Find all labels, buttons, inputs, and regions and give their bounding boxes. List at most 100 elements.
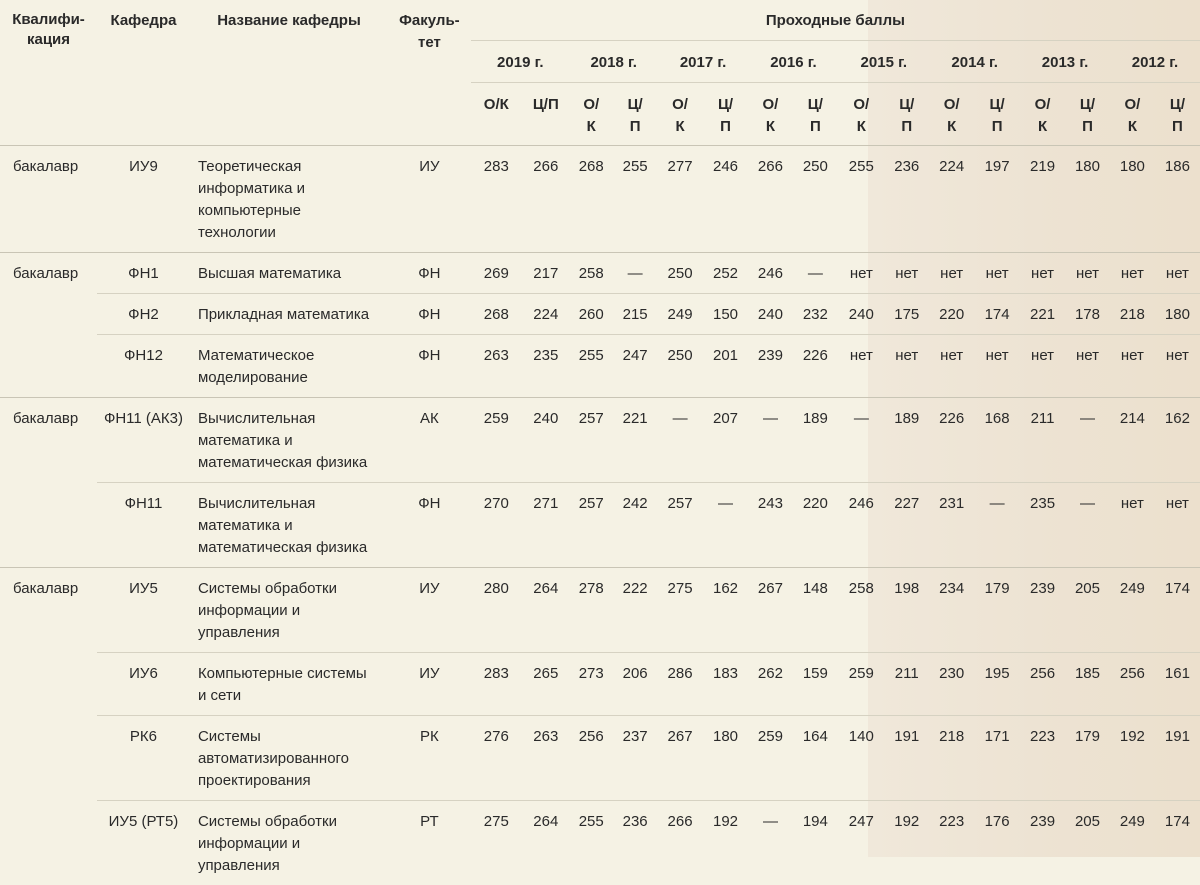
score-cell: 164: [792, 714, 839, 800]
score-cell: 250: [657, 333, 703, 397]
score-cell: нет: [838, 251, 885, 293]
score-cell: 198: [884, 566, 930, 652]
header-sub-ok: О/ К: [929, 82, 975, 146]
table-row: ФН2 Прикладная математика ФН 268 224 260 215 24…: [0, 292, 1200, 334]
score-cell: 252: [702, 251, 749, 293]
score-cell: 218: [1109, 292, 1155, 334]
score-cell: нет: [1154, 481, 1200, 567]
score-cell: 232: [792, 292, 839, 334]
score-cell: 234: [929, 566, 975, 652]
score-cell: 246: [702, 144, 749, 252]
header-year: 2019 г.: [470, 40, 570, 83]
table-row: ИУ6 Компьютерные системы и сети ИУ 283 265 27…: [0, 651, 1200, 715]
score-cell: 148: [792, 566, 839, 652]
header-sub-ok: О/К: [470, 82, 522, 146]
header-faculty-line1: Факуль-: [399, 12, 460, 29]
score-cell: 214: [1109, 396, 1155, 482]
score-cell: 186: [1154, 144, 1200, 252]
score-cell: 276: [470, 714, 522, 800]
score-cell: нет: [884, 333, 930, 397]
qualification-cell: [0, 482, 97, 567]
score-cell: 266: [521, 144, 570, 252]
score-cell: 224: [521, 292, 570, 334]
header-year: 2012 г.: [1109, 40, 1200, 83]
faculty-cell: РК: [388, 714, 471, 800]
score-cell: 263: [470, 333, 522, 397]
score-cell: —: [974, 481, 1021, 567]
score-cell: нет: [974, 251, 1021, 293]
score-cell: 191: [1154, 714, 1200, 800]
score-cell: нет: [929, 251, 975, 293]
score-cell: 255: [838, 144, 885, 252]
score-cell: нет: [1020, 333, 1066, 397]
score-cell: 189: [884, 396, 930, 482]
score-cell: 235: [1020, 481, 1066, 567]
score-cell: 178: [1065, 292, 1110, 334]
score-cell: —: [1065, 481, 1110, 567]
score-cell: 192: [702, 799, 749, 885]
department-name-cell: Теоретическая информатика и компьютерные…: [189, 144, 389, 252]
score-cell: 255: [569, 799, 613, 885]
department-code-cell: ФН1: [97, 251, 190, 293]
header-sub-ok: О/ К: [748, 82, 793, 146]
score-cell: 256: [1020, 651, 1066, 715]
score-cell: 270: [470, 481, 522, 567]
score-cell: 256: [1109, 651, 1155, 715]
score-cell: нет: [838, 333, 885, 397]
department-code-cell: ФН11 (АК3): [97, 396, 190, 482]
score-cell: 264: [521, 799, 570, 885]
score-cell: 283: [470, 144, 522, 252]
department-code-cell: ИУ5: [97, 566, 190, 652]
header-year: 2018 г.: [569, 40, 658, 83]
score-cell: нет: [1154, 251, 1200, 293]
department-name-cell: Компьютерные системы и сети: [189, 651, 389, 715]
faculty-cell: ФН: [388, 292, 471, 334]
score-cell: 255: [569, 333, 613, 397]
score-cell: 280: [470, 566, 522, 652]
score-cell: 230: [929, 651, 975, 715]
score-cell: 150: [702, 292, 749, 334]
score-cell: 220: [792, 481, 839, 567]
faculty-cell: ФН: [388, 251, 471, 293]
score-cell: 219: [1020, 144, 1066, 252]
faculty-cell: ИУ: [388, 566, 471, 652]
score-cell: 249: [1109, 566, 1155, 652]
score-cell: 194: [792, 799, 839, 885]
qualification-cell: [0, 800, 97, 885]
table-row: бакалавр ФН1 Высшая математика ФН 269 217 258—…: [0, 251, 1200, 293]
score-cell: 162: [702, 566, 749, 652]
department-code-cell: ИУ9: [97, 144, 190, 252]
header-year: 2014 г.: [929, 40, 1021, 83]
score-cell: 205: [1065, 799, 1110, 885]
score-cell: 174: [974, 292, 1021, 334]
header-faculty: Факуль- тет: [388, 0, 471, 146]
score-cell: 262: [748, 651, 793, 715]
department-code-cell: ИУ5 (РТ5): [97, 799, 190, 885]
score-cell: нет: [884, 251, 930, 293]
score-cell: 192: [884, 799, 930, 885]
department-name-cell: Вычислительная математика и математическ…: [189, 396, 389, 482]
department-name-cell: Системы обработки информации и управлени…: [189, 566, 389, 652]
score-cell: 257: [657, 481, 703, 567]
header-sub-ok: О/ К: [569, 82, 613, 146]
score-cell: —: [612, 251, 658, 293]
header-qualification: Квалифи- кация: [0, 0, 98, 146]
faculty-cell: ИУ: [388, 144, 471, 252]
score-cell: 217: [521, 251, 570, 293]
score-cell: —: [792, 251, 839, 293]
score-cell: 256: [569, 714, 613, 800]
score-cell: 239: [1020, 566, 1066, 652]
score-cell: 266: [748, 144, 793, 252]
score-cell: 259: [470, 396, 522, 482]
score-cell: 162: [1154, 396, 1200, 482]
score-cell: 211: [1020, 396, 1066, 482]
score-cell: 249: [1109, 799, 1155, 885]
header-sub-cp: Ц/ П: [1065, 82, 1110, 146]
score-cell: 237: [612, 714, 658, 800]
score-cell: 161: [1154, 651, 1200, 715]
header-sub-ok: О/ К: [657, 82, 703, 146]
table-row: бакалавр ИУ9 Теоретическая информатика и к…: [0, 144, 1200, 252]
table-row: ФН12 Математическое моделирование ФН 263 235…: [0, 333, 1200, 397]
department-name-cell: Математическое моделирование: [189, 333, 389, 397]
department-name-cell: Системы обработки информации и управлени…: [189, 799, 389, 885]
